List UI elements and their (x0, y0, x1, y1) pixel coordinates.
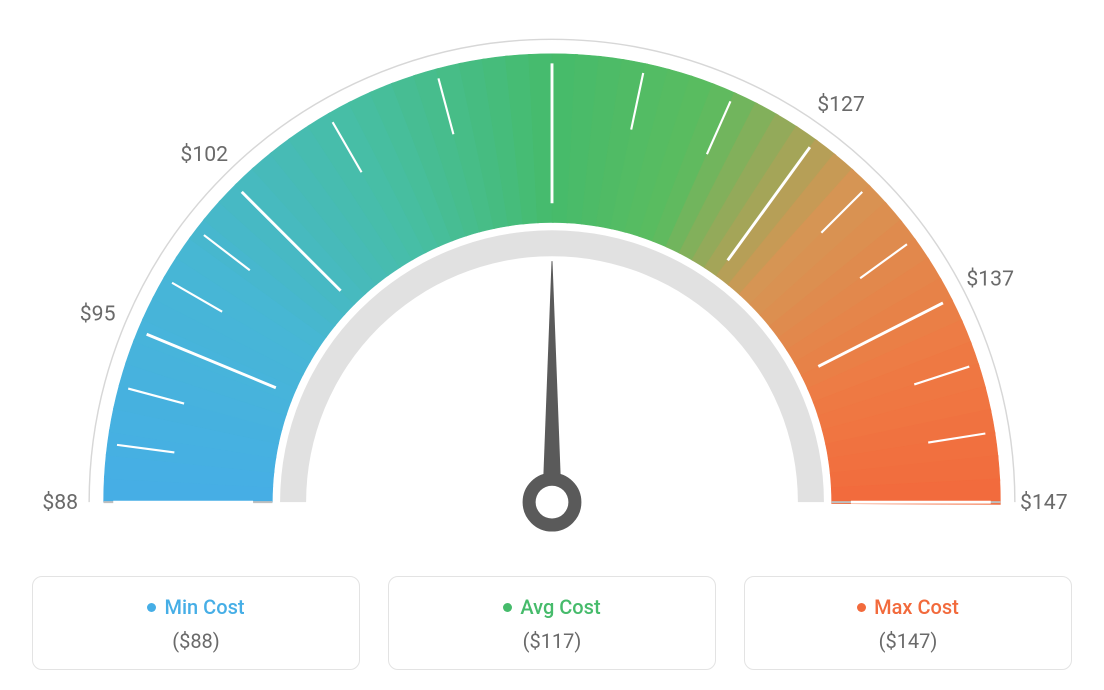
dot-icon (503, 603, 512, 612)
gauge-tick-label: $147 (1020, 490, 1068, 515)
legend-title-max: Max Cost (857, 595, 959, 619)
legend-card-avg: Avg Cost ($117) (388, 576, 716, 670)
legend-title-avg: Avg Cost (503, 595, 600, 619)
dot-icon (857, 603, 866, 612)
legend-value: ($147) (757, 629, 1059, 653)
legend-label: Max Cost (874, 595, 959, 619)
gauge-tick-label: $137 (966, 267, 1014, 292)
legend-card-max: Max Cost ($147) (744, 576, 1072, 670)
gauge-chart: $88 $95 $102 $117 $127 $137 $147 (32, 20, 1072, 560)
gauge-tick-label: $127 (817, 92, 865, 117)
legend-title-min: Min Cost (147, 595, 244, 619)
gauge-svg: $88 $95 $102 $117 $127 $137 $147 (32, 20, 1072, 560)
legend-value: ($117) (401, 629, 703, 653)
gauge-tick-label: $117 (528, 20, 576, 23)
legend-label: Min Cost (164, 595, 244, 619)
dot-icon (147, 603, 156, 612)
legend-label: Avg Cost (520, 595, 600, 619)
gauge-tick-label: $88 (42, 490, 78, 515)
legend-card-min: Min Cost ($88) (32, 576, 360, 670)
gauge-tick-label: $95 (80, 302, 116, 327)
gauge-tick-label: $102 (180, 142, 228, 167)
legend-value: ($88) (45, 629, 347, 653)
legend-row: Min Cost ($88) Avg Cost ($117) Max Cost … (32, 576, 1072, 670)
